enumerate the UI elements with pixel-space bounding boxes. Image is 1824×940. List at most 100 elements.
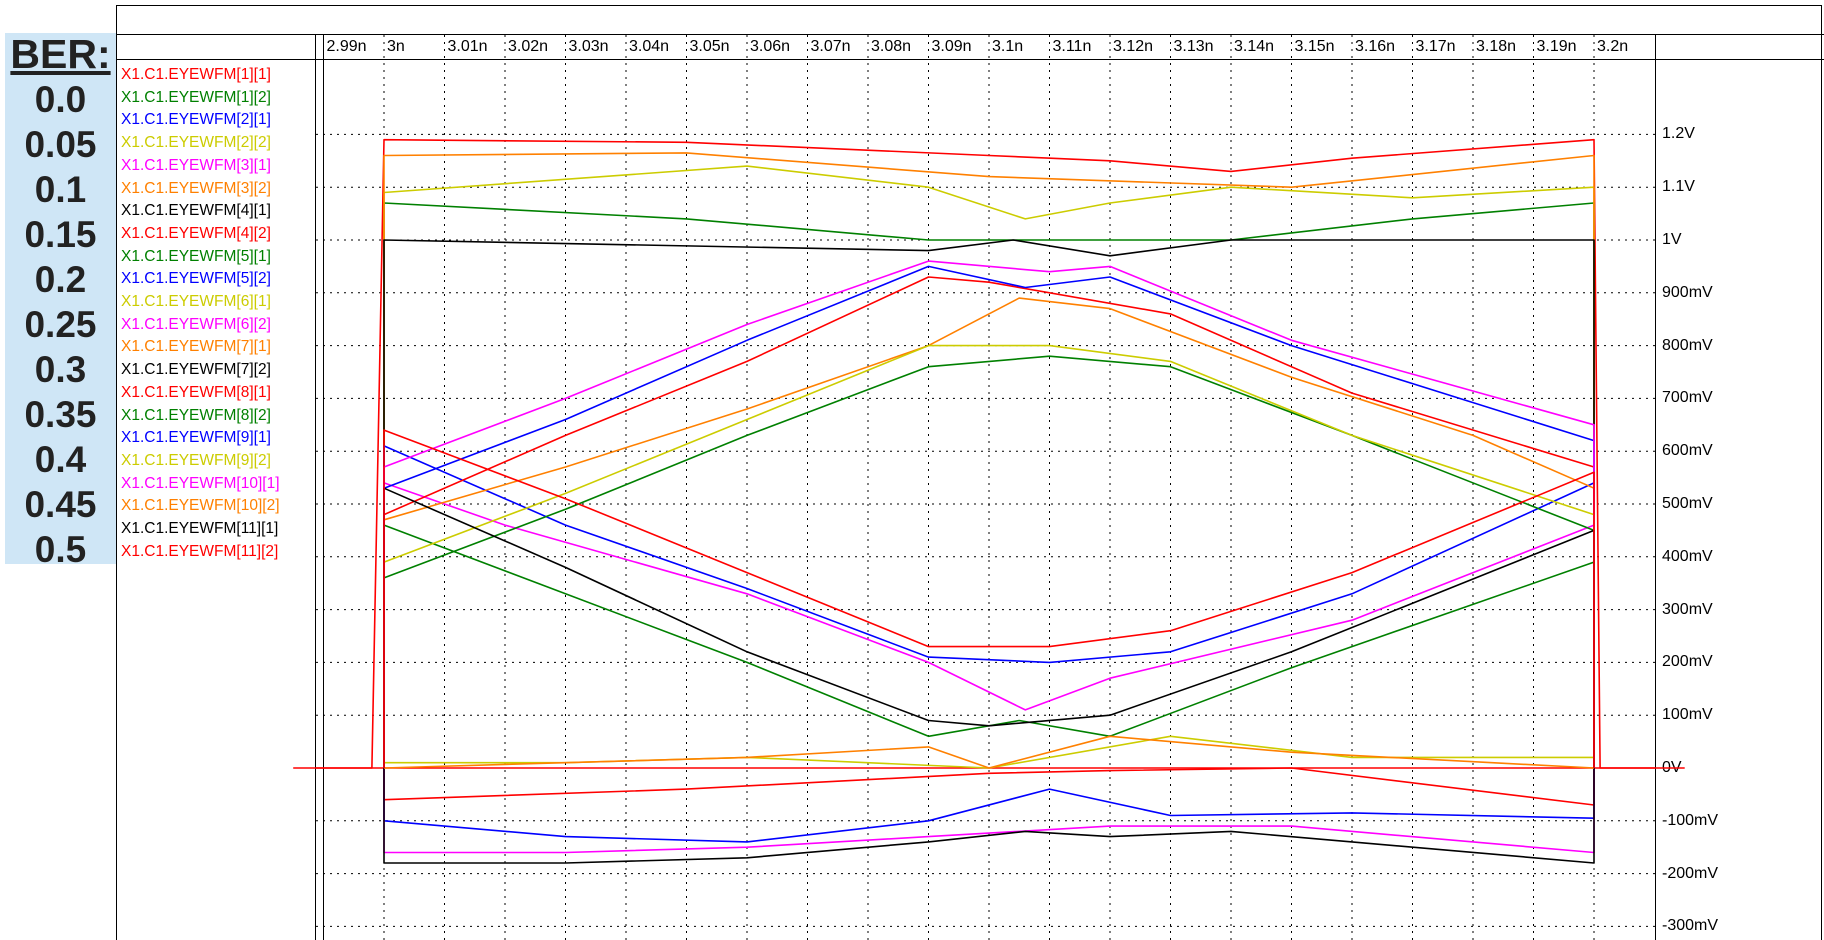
ber-panel: BER: 0.0 0.05 0.1 0.15 0.2 0.25 0.3 0.35… (5, 31, 116, 570)
y-tick-label: 200mV (1662, 653, 1713, 671)
waveform-trace (383, 445, 1595, 768)
y-tick-label: 600mV (1662, 442, 1713, 460)
waveform-trace (383, 768, 1595, 854)
x-tick-label: 3.06n (750, 38, 791, 55)
legend-item[interactable]: X1.C1.EYEWFM[4][2] (121, 224, 271, 242)
waveform-trace (383, 767, 1595, 806)
legend-item[interactable]: X1.C1.EYEWFM[4][1] (121, 202, 271, 220)
waveform-trace (383, 429, 1595, 768)
waveform-trace (383, 260, 1595, 768)
x-tick-label: 3.16n (1355, 38, 1396, 55)
x-tick-label: 3.07n (810, 38, 851, 55)
y-tick-label: 500mV (1662, 495, 1713, 512)
ber-value: 0.1 (34, 169, 87, 210)
legend-item[interactable]: X1.C1.EYEWFM[1][2] (121, 88, 271, 106)
frame-divider (116, 34, 1824, 35)
waveform-trace (383, 276, 1595, 768)
ber-value: 0.0 (34, 79, 87, 120)
y-tick-label: 100mV (1662, 706, 1713, 724)
grid (316, 35, 1655, 940)
legend-item[interactable]: X1.C1.EYEWFM[5][1] (121, 247, 271, 265)
waveform-trace (383, 524, 1595, 768)
legend-item[interactable]: X1.C1.EYEWFM[11][1] (121, 520, 279, 537)
x-tick-label: 3.03n (568, 38, 609, 55)
legend-item[interactable]: X1.C1.EYEWFM[10][2] (121, 497, 280, 515)
legend-item[interactable]: X1.C1.EYEWFM[10][1] (121, 474, 280, 492)
x-tick-label: 3.17n (1415, 38, 1456, 55)
legend-item[interactable]: X1.C1.EYEWFM[3][2] (121, 179, 271, 197)
ber-value: 0.45 (24, 484, 97, 525)
x-tick-label: 3n (387, 38, 405, 55)
waveform-trace (293, 138, 1685, 769)
x-axis-line (116, 59, 1824, 60)
x-tick-label: 3.18n (1476, 38, 1517, 55)
x-tick-label: 3.1n (992, 38, 1024, 55)
waveform-trace (383, 768, 1595, 864)
waveform-trace (383, 152, 1595, 768)
x-tick-label: 3.12n (1113, 38, 1154, 55)
y-tick-label: 700mV (1662, 389, 1713, 407)
ber-value: 0.05 (24, 124, 97, 165)
waveform-trace (383, 165, 1595, 768)
x-tick-label: 3.15n (1294, 38, 1335, 55)
ber-value: 0.15 (24, 214, 97, 255)
y-tick-label: 1.1V (1662, 178, 1695, 196)
ber-value: 0.3 (34, 349, 87, 390)
x-tick-label: 3.19n (1536, 38, 1577, 55)
waveform-trace (383, 735, 1595, 769)
ber-value: 0.35 (24, 394, 97, 435)
legend-item[interactable]: X1.C1.EYEWFM[2][1] (121, 111, 271, 129)
waveform-trace (383, 487, 1595, 768)
y-scale-separator (1655, 34, 1656, 940)
ber-value: 0.4 (34, 439, 87, 480)
waveform-trace (383, 355, 1595, 768)
y-tick-label: -200mV (1662, 864, 1719, 882)
legend-item[interactable]: X1.C1.EYEWFM[11][2] (121, 542, 279, 560)
x-tick-label: 3.09n (931, 38, 972, 55)
waveform-trace (383, 482, 1595, 768)
legend-item[interactable]: X1.C1.EYEWFM[8][1] (121, 383, 271, 401)
legend-item[interactable]: X1.C1.EYEWFM[5][2] (121, 270, 271, 288)
x-tick-label: 3.14n (1234, 38, 1275, 55)
x-tick-label: 2.99n (326, 38, 367, 55)
legend-item[interactable]: X1.C1.EYEWFM[6][2] (121, 315, 271, 333)
legend-item[interactable]: X1.C1.EYEWFM[8][2] (121, 406, 271, 424)
legend-item[interactable]: X1.C1.EYEWFM[2][2] (121, 134, 271, 152)
x-tick-label: 3.02n (508, 38, 549, 55)
signal-list-separator (315, 34, 316, 940)
waveform-trace (383, 239, 1595, 768)
x-tick-label: 3.08n (871, 38, 912, 55)
ber-value: 0.25 (24, 304, 97, 345)
y-tick-label: 1.2V (1662, 125, 1695, 143)
x-tick-label: 3.13n (1173, 38, 1214, 55)
legend-item[interactable]: X1.C1.EYEWFM[9][2] (121, 451, 271, 469)
x-tick-label: 3.01n (447, 38, 488, 55)
x-tick-label: 3.05n (689, 38, 730, 55)
legend-item[interactable]: X1.C1.EYEWFM[1][1] (121, 66, 271, 83)
waveform-trace (383, 768, 1595, 843)
legend-item[interactable]: X1.C1.EYEWFM[7][1] (121, 338, 271, 356)
legend-item[interactable]: X1.C1.EYEWFM[6][1] (121, 293, 271, 310)
y-tick-label: 300mV (1662, 600, 1713, 618)
x-tick-label: 3.11n (1052, 38, 1092, 55)
waveform-trace (383, 297, 1595, 768)
y-tick-label: 800mV (1662, 336, 1713, 354)
ber-value: 0.5 (34, 529, 87, 570)
waveform-trace (383, 202, 1595, 768)
y-tick-label: -100mV (1662, 811, 1719, 829)
x-tick-label: 3.2n (1597, 38, 1629, 55)
legend-item[interactable]: X1.C1.EYEWFM[7][2] (121, 361, 271, 379)
x-tick-label: 3.04n (629, 38, 670, 55)
plot-frame (116, 5, 1822, 940)
waveform-trace (383, 265, 1595, 768)
y-tick-label: 1V (1662, 231, 1682, 248)
legend-item[interactable]: X1.C1.EYEWFM[3][1] (121, 156, 271, 174)
ber-value: 0.2 (34, 259, 87, 300)
legend-item[interactable]: X1.C1.EYEWFM[9][1] (121, 429, 271, 447)
y-tick-label: 400mV (1662, 547, 1713, 565)
y-tick-label: 900mV (1662, 283, 1713, 301)
waveforms (293, 138, 1685, 864)
y-tick-label: -300mV (1662, 917, 1719, 935)
ber-title: BER: (10, 31, 111, 77)
